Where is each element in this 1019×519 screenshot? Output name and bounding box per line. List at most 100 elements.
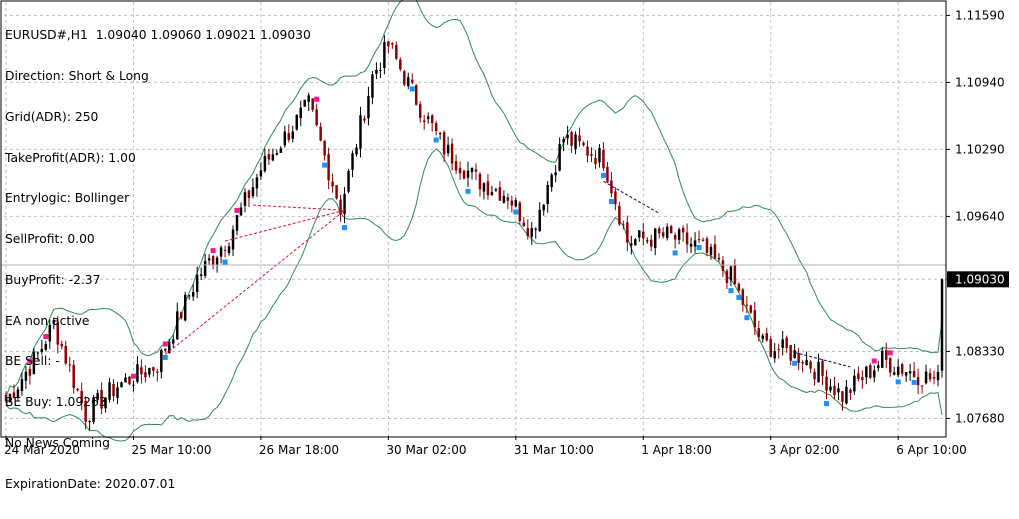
candle — [474, 163, 478, 181]
time-tick-label: 31 Mar 10:00 — [514, 443, 594, 457]
candle-body — [108, 382, 111, 400]
buy-marker — [696, 245, 702, 251]
candle — [454, 154, 458, 175]
candle-body — [387, 41, 390, 47]
candle-body — [60, 343, 63, 347]
buy-marker — [895, 379, 901, 385]
chart-area[interactable]: 1.11590 1.10940 1.10290 1.09640 1.09030 1.083… — [0, 0, 1019, 490]
candle — [514, 197, 518, 208]
candle-body — [462, 170, 466, 179]
candle-body — [753, 310, 757, 328]
candle-body — [881, 350, 884, 368]
candle — [877, 360, 880, 372]
candle-body — [120, 382, 123, 388]
candle-body — [80, 391, 83, 404]
candle-body — [363, 118, 366, 121]
candle — [570, 130, 573, 153]
time-tick-label: 30 Mar 02:00 — [386, 443, 466, 457]
candle-body — [474, 169, 478, 172]
candle-body — [434, 123, 438, 132]
candle-body — [275, 153, 279, 155]
buy-marker — [792, 360, 798, 366]
candle — [574, 131, 577, 155]
candle-body — [857, 373, 860, 380]
candle — [203, 253, 207, 279]
candle — [136, 356, 139, 384]
sell-marker — [27, 358, 33, 364]
candle-body — [610, 180, 613, 194]
candle-body — [653, 228, 657, 249]
candle — [630, 235, 633, 255]
candle-body — [195, 274, 199, 292]
candle-body — [642, 231, 645, 239]
candle-body — [92, 397, 95, 422]
candle — [120, 381, 123, 388]
candle-body — [916, 377, 920, 386]
candle — [482, 182, 486, 200]
candle-body — [614, 191, 617, 205]
candle-body — [454, 161, 458, 171]
candle — [283, 125, 287, 148]
candle-body — [199, 274, 203, 276]
candle — [144, 365, 147, 383]
candle-body — [367, 95, 370, 119]
candle-body — [466, 170, 470, 178]
candle — [176, 302, 179, 341]
candle — [757, 320, 761, 342]
candle-body — [255, 177, 259, 189]
candle-body — [761, 335, 765, 339]
candle-body — [869, 365, 872, 378]
candle — [152, 366, 155, 377]
candle-body — [892, 372, 896, 375]
candle — [769, 335, 772, 358]
candle-body — [307, 95, 310, 102]
candle-body — [187, 295, 191, 297]
candle-body — [183, 294, 187, 321]
candle-body — [928, 373, 932, 380]
price-chart[interactable]: 1.11590 1.10940 1.10290 1.09640 1.09030 1.083… — [0, 0, 1019, 462]
candle — [665, 223, 669, 241]
candle-body — [634, 239, 637, 246]
candle-body — [223, 249, 227, 251]
time-tick-label: 26 Mar 18:00 — [259, 443, 339, 457]
candle — [446, 136, 450, 157]
candle-body — [100, 389, 103, 409]
candle-body — [494, 189, 498, 191]
candle-body — [247, 190, 251, 199]
candle-body — [180, 312, 183, 319]
buy-marker — [911, 379, 917, 385]
candle-body — [526, 228, 530, 237]
candle — [347, 168, 350, 194]
candle — [817, 353, 820, 383]
candle — [518, 200, 522, 225]
candle — [403, 69, 406, 87]
candle — [845, 379, 848, 405]
candle — [598, 144, 601, 168]
candle — [657, 226, 661, 239]
time-tick-label: 3 Apr 02:00 — [769, 443, 840, 457]
sell-trade-line — [252, 204, 345, 211]
candle — [538, 202, 541, 232]
candle — [721, 255, 725, 277]
candle-body — [339, 199, 342, 215]
candle-body — [251, 187, 255, 197]
candle — [104, 397, 107, 413]
candle — [578, 127, 581, 147]
candle-body — [701, 239, 705, 241]
candle — [789, 344, 792, 366]
time-axis: 24 Mar 2020 25 Mar 10:00 26 Mar 18:00 30 Ma… — [4, 436, 967, 457]
candle — [8, 393, 12, 404]
candle — [498, 181, 502, 201]
candle-body — [849, 389, 852, 393]
candle-body — [486, 181, 490, 196]
candle — [940, 278, 944, 378]
candle — [247, 189, 251, 208]
candle — [199, 267, 203, 281]
candle-body — [411, 79, 414, 83]
candle-body — [550, 174, 553, 188]
candle-body — [291, 131, 295, 139]
buy-marker — [342, 225, 348, 231]
candle — [853, 369, 856, 395]
candle — [478, 172, 482, 197]
candle-body — [657, 228, 661, 234]
